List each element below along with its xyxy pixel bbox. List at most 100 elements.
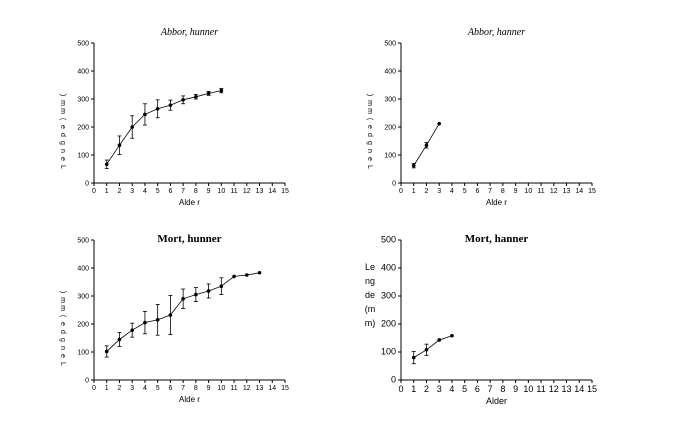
data-point bbox=[117, 337, 122, 342]
x-tick-label: 2 bbox=[424, 384, 429, 394]
y-tick-label: 0 bbox=[392, 181, 396, 188]
y-axis-label-glyph: e bbox=[366, 125, 373, 129]
x-tick-label: 3 bbox=[130, 188, 134, 195]
series-line bbox=[106, 272, 260, 352]
data-point bbox=[206, 289, 211, 293]
y-tick-label: 400 bbox=[381, 263, 396, 273]
y-axis-label-glyph: m bbox=[59, 100, 66, 106]
y-axis-label-line: Le bbox=[365, 262, 375, 272]
x-axis-label: Alder bbox=[486, 396, 507, 406]
x-tick-label: 5 bbox=[156, 188, 160, 195]
x-tick-label: 5 bbox=[463, 188, 467, 195]
y-tick-label: 200 bbox=[77, 322, 89, 329]
y-axis-label-line: de bbox=[365, 290, 375, 300]
data-point bbox=[194, 292, 198, 297]
y-axis-label-glyph: e bbox=[59, 354, 66, 358]
x-tick-label: 0 bbox=[399, 188, 403, 195]
y-axis-label-glyph: ) bbox=[59, 291, 66, 293]
y-tick-label: 300 bbox=[77, 294, 89, 301]
x-tick-label: 14 bbox=[268, 188, 276, 195]
x-tick-label: 6 bbox=[168, 385, 172, 392]
y-tick-label: 0 bbox=[391, 375, 396, 385]
x-tick-label: 4 bbox=[143, 385, 147, 392]
x-tick-label: 7 bbox=[181, 188, 185, 195]
x-axis-label: Alde r bbox=[179, 198, 200, 207]
y-axis-label-glyph: g bbox=[366, 141, 373, 145]
x-tick-label: 14 bbox=[575, 188, 583, 195]
data-point bbox=[181, 98, 185, 102]
y-tick-label: 100 bbox=[381, 347, 396, 357]
x-tick-label: 13 bbox=[563, 188, 571, 195]
x-tick-label: 9 bbox=[207, 385, 211, 392]
x-tick-label: 7 bbox=[181, 385, 185, 392]
x-tick-label: 7 bbox=[488, 384, 493, 394]
y-tick-label: 300 bbox=[384, 97, 396, 104]
y-axis-label-glyph: m bbox=[59, 108, 66, 114]
y-axis-label-glyph: ( bbox=[366, 118, 373, 121]
x-tick-label: 15 bbox=[588, 188, 596, 195]
x-tick-label: 12 bbox=[243, 385, 251, 392]
series-line bbox=[106, 90, 222, 165]
y-axis-label-glyph: L bbox=[59, 362, 66, 366]
x-tick-label: 15 bbox=[281, 385, 289, 392]
y-tick-label: 200 bbox=[77, 125, 89, 132]
data-point bbox=[130, 125, 134, 129]
x-tick-label: 0 bbox=[92, 188, 96, 195]
data-point bbox=[194, 94, 198, 99]
data-point bbox=[219, 88, 224, 93]
y-axis-label-line: (m bbox=[365, 304, 376, 314]
y-tick-label: 300 bbox=[77, 97, 89, 104]
data-point bbox=[206, 91, 211, 96]
data-point bbox=[245, 273, 249, 277]
data-point bbox=[168, 313, 173, 317]
data-point bbox=[219, 284, 224, 289]
data-point bbox=[437, 121, 442, 126]
data-point bbox=[104, 349, 109, 354]
y-axis-label-glyph: d bbox=[59, 330, 66, 334]
data-point bbox=[257, 270, 262, 275]
x-tick-label: 10 bbox=[524, 188, 532, 195]
x-tick-label: 1 bbox=[411, 384, 416, 394]
x-tick-label: 14 bbox=[268, 385, 276, 392]
x-tick-label: 8 bbox=[194, 188, 198, 195]
data-point bbox=[411, 355, 416, 360]
x-tick-label: 11 bbox=[230, 385, 237, 392]
x-tick-label: 13 bbox=[256, 385, 264, 392]
x-tick-label: 12 bbox=[243, 188, 251, 195]
y-tick-label: 200 bbox=[384, 125, 396, 132]
y-tick-label: 400 bbox=[384, 69, 396, 76]
x-tick-label: 4 bbox=[143, 188, 147, 195]
data-point bbox=[168, 103, 173, 107]
y-axis-label-glyph: m bbox=[366, 100, 373, 106]
y-axis-label-glyph: e bbox=[59, 157, 66, 161]
x-tick-label: 4 bbox=[449, 384, 454, 394]
y-tick-label: 500 bbox=[381, 235, 396, 245]
x-axis-label: Alde r bbox=[179, 395, 200, 404]
x-tick-label: 13 bbox=[256, 188, 264, 195]
y-axis-label-glyph: e bbox=[366, 157, 373, 161]
y-tick-label: 500 bbox=[384, 41, 396, 48]
x-tick-label: 3 bbox=[130, 385, 134, 392]
x-tick-label: 2 bbox=[425, 188, 429, 195]
data-point bbox=[155, 107, 160, 111]
y-axis-label-glyph: n bbox=[59, 346, 66, 350]
y-axis-label-glyph: d bbox=[59, 133, 66, 137]
data-point bbox=[117, 143, 122, 147]
x-tick-label: 3 bbox=[437, 188, 441, 195]
y-tick-label: 500 bbox=[77, 238, 89, 245]
x-tick-label: 9 bbox=[207, 188, 211, 195]
x-tick-label: 2 bbox=[118, 188, 122, 195]
x-tick-label: 13 bbox=[562, 384, 572, 394]
x-axis-label: Alde r bbox=[486, 198, 507, 207]
y-tick-label: 400 bbox=[77, 69, 89, 76]
data-point bbox=[104, 162, 109, 167]
y-axis-label-glyph: ( bbox=[59, 118, 66, 121]
x-tick-label: 6 bbox=[168, 188, 172, 195]
x-tick-label: 0 bbox=[92, 385, 96, 392]
y-tick-label: 100 bbox=[77, 153, 89, 160]
chart-title: Abbor, hunner bbox=[160, 27, 218, 38]
y-tick-label: 100 bbox=[77, 350, 89, 357]
